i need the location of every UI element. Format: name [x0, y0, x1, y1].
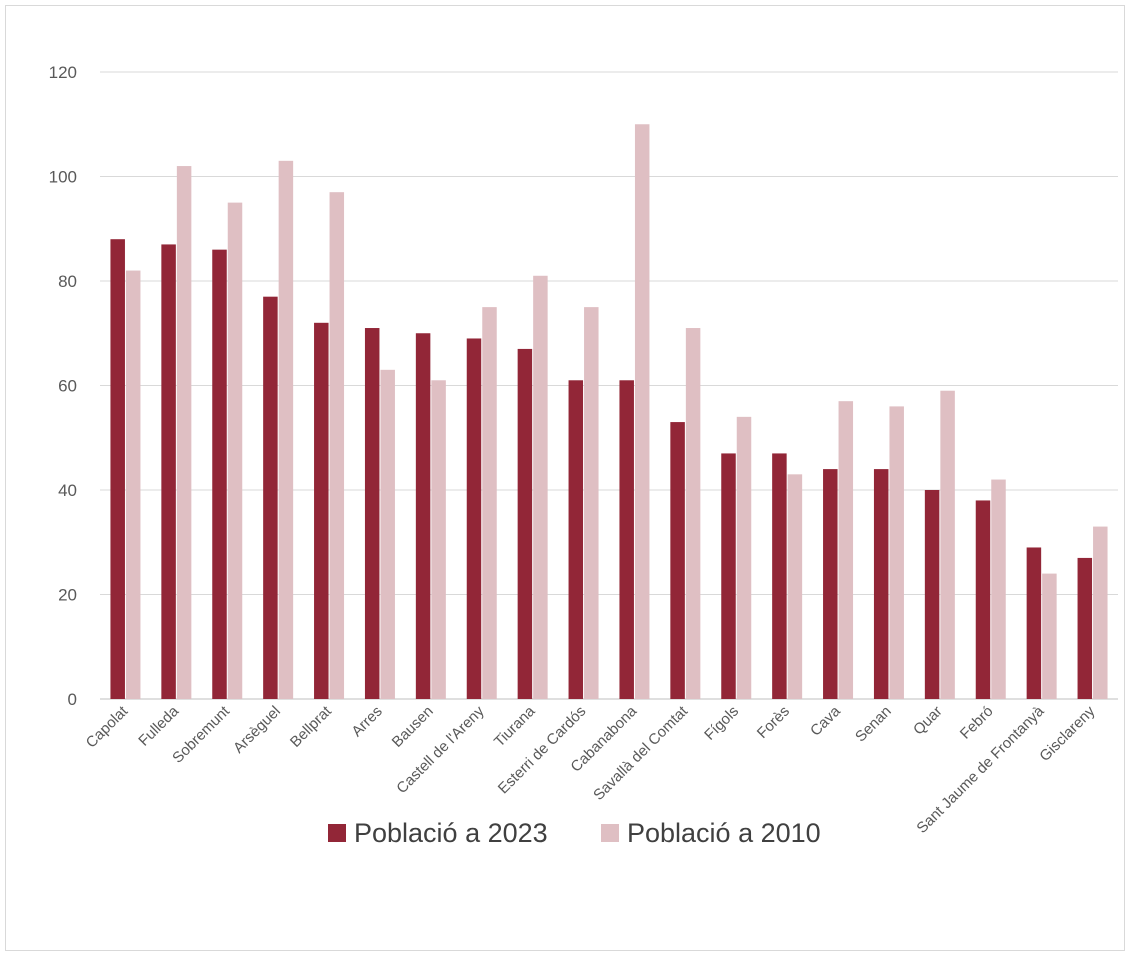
x-tick-label: Cava [807, 702, 844, 739]
gridlines [100, 71, 1118, 700]
bar-cava-2023 [823, 469, 838, 699]
x-tick-label: Savallà del Comtat [590, 702, 692, 804]
y-tick-label: 100 [49, 168, 77, 187]
bar-figols-2010 [736, 416, 752, 699]
bar-savalla-del-comtat-2010 [685, 328, 701, 699]
bar-capolat-2023 [110, 239, 125, 699]
x-tick-label: Castell de l'Areny [393, 702, 488, 797]
bar-tiurana-2023 [517, 348, 533, 699]
y-tick-label: 120 [49, 63, 77, 82]
y-tick-label: 60 [58, 377, 77, 396]
bar-sant-jaume-de-frontanya-2023 [1026, 547, 1042, 699]
legend-label-2010: Població a 2010 [627, 818, 821, 848]
x-tick-label: Tiurana [491, 702, 539, 750]
x-tick-label: Esterri de Cardós [495, 703, 590, 798]
x-tick-label: Arsèguel [230, 703, 284, 757]
x-tick-label: Bausen [389, 703, 437, 751]
bar-fulleda-2010 [176, 166, 192, 700]
bar-figols-2023 [721, 453, 736, 699]
bar-castell-de-l-areny-2010 [482, 307, 497, 699]
x-tick-label: Febró [957, 703, 997, 743]
bar-sant-jaume-de-frontanya-2010 [1042, 573, 1057, 699]
bar-gisclareny-2010 [1093, 526, 1108, 699]
y-tick-label: 80 [58, 272, 77, 291]
x-tick-label: Bellprat [287, 702, 336, 751]
bar-sobremunt-2023 [212, 249, 227, 699]
legend-swatch-2023 [328, 824, 346, 842]
bar-cabanabona-2010 [634, 124, 650, 699]
y-tick-label: 0 [68, 690, 77, 709]
legend: Població a 2023 Població a 2010 [328, 818, 821, 848]
x-tick-label: Quar [910, 703, 946, 739]
y-tick-label: 20 [58, 586, 77, 605]
x-tick-label: Fígols [701, 703, 742, 744]
bar-bellprat-2010 [329, 192, 345, 700]
y-axis-labels: 0 20 40 60 80 100 120 [49, 63, 77, 709]
bar-esterri-de-cardos-2010 [584, 307, 599, 699]
bar-capolat-2010 [125, 270, 141, 699]
bar-febro-2010 [991, 479, 1006, 699]
legend-swatch-2010 [601, 824, 619, 842]
bar-quar-2010 [940, 390, 955, 699]
bar-senan-2023 [873, 469, 889, 699]
bar-esterri-de-cardos-2023 [568, 380, 584, 699]
bar-fulleda-2023 [161, 244, 176, 700]
x-tick-label: Gisclareny [1036, 702, 1098, 764]
bar-gisclareny-2023 [1077, 557, 1093, 699]
bar-savalla-del-comtat-2023 [670, 422, 685, 699]
y-tick-label: 40 [58, 481, 77, 500]
bar-senan-2010 [889, 406, 904, 699]
x-tick-label: Senan [852, 703, 895, 746]
bar-arseguel-2010 [278, 160, 294, 699]
legend-label-2023: Població a 2023 [354, 818, 548, 848]
bar-quar-2023 [924, 490, 940, 699]
bars [110, 124, 1108, 700]
x-tick-label: Arres [348, 703, 385, 740]
bar-castell-de-l-areny-2023 [466, 338, 482, 699]
x-tick-label: Capolat [83, 702, 132, 751]
x-tick-label: Fulleda [135, 702, 182, 749]
bar-bausen-2010 [431, 380, 446, 699]
bar-arseguel-2023 [263, 296, 278, 699]
bar-fores-2010 [787, 474, 803, 699]
x-tick-label: Forès [754, 703, 793, 742]
bar-febro-2023 [975, 500, 991, 699]
bar-tiurana-2010 [533, 275, 548, 699]
bar-sobremunt-2010 [227, 202, 243, 699]
bar-arres-2010 [380, 369, 395, 699]
bar-arres-2023 [364, 328, 380, 699]
bar-bausen-2023 [415, 333, 431, 699]
bar-bellprat-2023 [314, 322, 329, 699]
bar-fores-2023 [772, 453, 787, 699]
chart-area [5, 5, 1125, 951]
bar-cava-2010 [838, 401, 854, 699]
bar-cabanabona-2023 [619, 380, 634, 699]
